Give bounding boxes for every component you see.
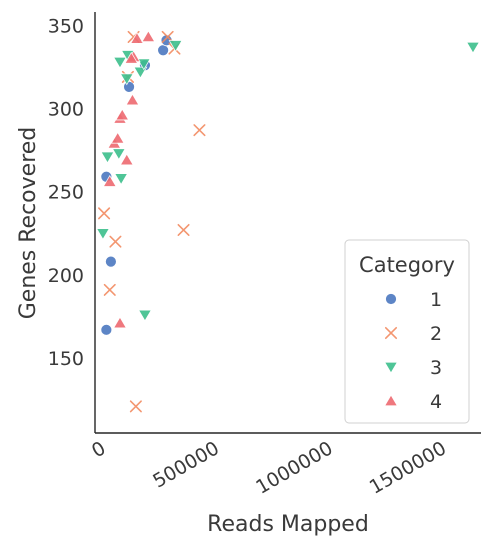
data-point-category-3 [136, 58, 151, 71]
data-point-category-3 [111, 148, 126, 161]
legend-items: 1 2 3 4 [383, 289, 442, 413]
data-point-category-4 [110, 131, 125, 144]
y-axis-title: Genes Recovered [16, 127, 41, 320]
data-point-category-3 [112, 56, 128, 69]
y-tick-label: 350 [48, 15, 84, 37]
data-point-category-1 [104, 255, 117, 268]
data-point-category-3 [133, 66, 148, 79]
data-point-category-4 [112, 316, 128, 329]
data-point-category-4 [125, 93, 140, 106]
y-tick-label: 200 [48, 265, 84, 287]
y-tick-label: 150 [48, 348, 84, 370]
data-point-category-4 [141, 30, 156, 43]
data-point-category-2 [129, 400, 142, 413]
legend: Category 1 2 3 4 [344, 239, 470, 424]
data-point-category-2 [177, 223, 190, 237]
x-tick-label: 1500000 [366, 437, 450, 498]
legend-label: 1 [430, 289, 442, 311]
data-point-category-4 [115, 108, 130, 121]
data-point-category-4 [124, 51, 139, 64]
data-point-category-3 [137, 309, 152, 322]
plot-points [95, 30, 481, 413]
data-point-category-1 [157, 44, 170, 57]
data-point-category-4 [102, 174, 117, 187]
data-point-category-4 [119, 153, 134, 166]
data-point-category-4 [129, 31, 145, 44]
data-point-category-3 [95, 228, 110, 241]
legend-marker-4 [383, 394, 399, 407]
data-point-category-2 [193, 124, 206, 137]
y-tick-label: 300 [48, 99, 84, 121]
data-point-category-1 [100, 323, 113, 336]
y-axis-ticks: 150 200 250 300 350 [48, 15, 84, 370]
legend-marker-2 [384, 326, 398, 340]
data-point-category-3 [114, 173, 129, 186]
y-tick-label: 250 [48, 182, 84, 204]
data-point-category-2 [98, 207, 111, 220]
data-point-category-3 [100, 151, 115, 164]
x-tick-label: 500000 [149, 437, 223, 492]
x-axis-title: Reads Mapped [207, 512, 369, 536]
legend-title: Category [359, 253, 455, 277]
data-point-category-1 [123, 80, 135, 93]
legend-label: 3 [430, 357, 442, 379]
data-point-category-2 [103, 283, 116, 296]
legend-label: 4 [430, 391, 442, 413]
x-tick-label: 0 [88, 437, 109, 462]
legend-marker-1 [385, 293, 397, 305]
legend-marker-3 [383, 361, 399, 374]
data-point-category-3 [168, 40, 183, 53]
x-tick-label: 1000000 [252, 437, 336, 498]
legend-box [344, 239, 470, 424]
data-point-category-3 [465, 41, 481, 54]
data-point-category-2 [109, 235, 122, 248]
x-axis-ticks: 0 500000 1000000 1500000 [88, 437, 450, 498]
data-point-category-3 [119, 73, 134, 86]
legend-label: 2 [430, 323, 442, 345]
